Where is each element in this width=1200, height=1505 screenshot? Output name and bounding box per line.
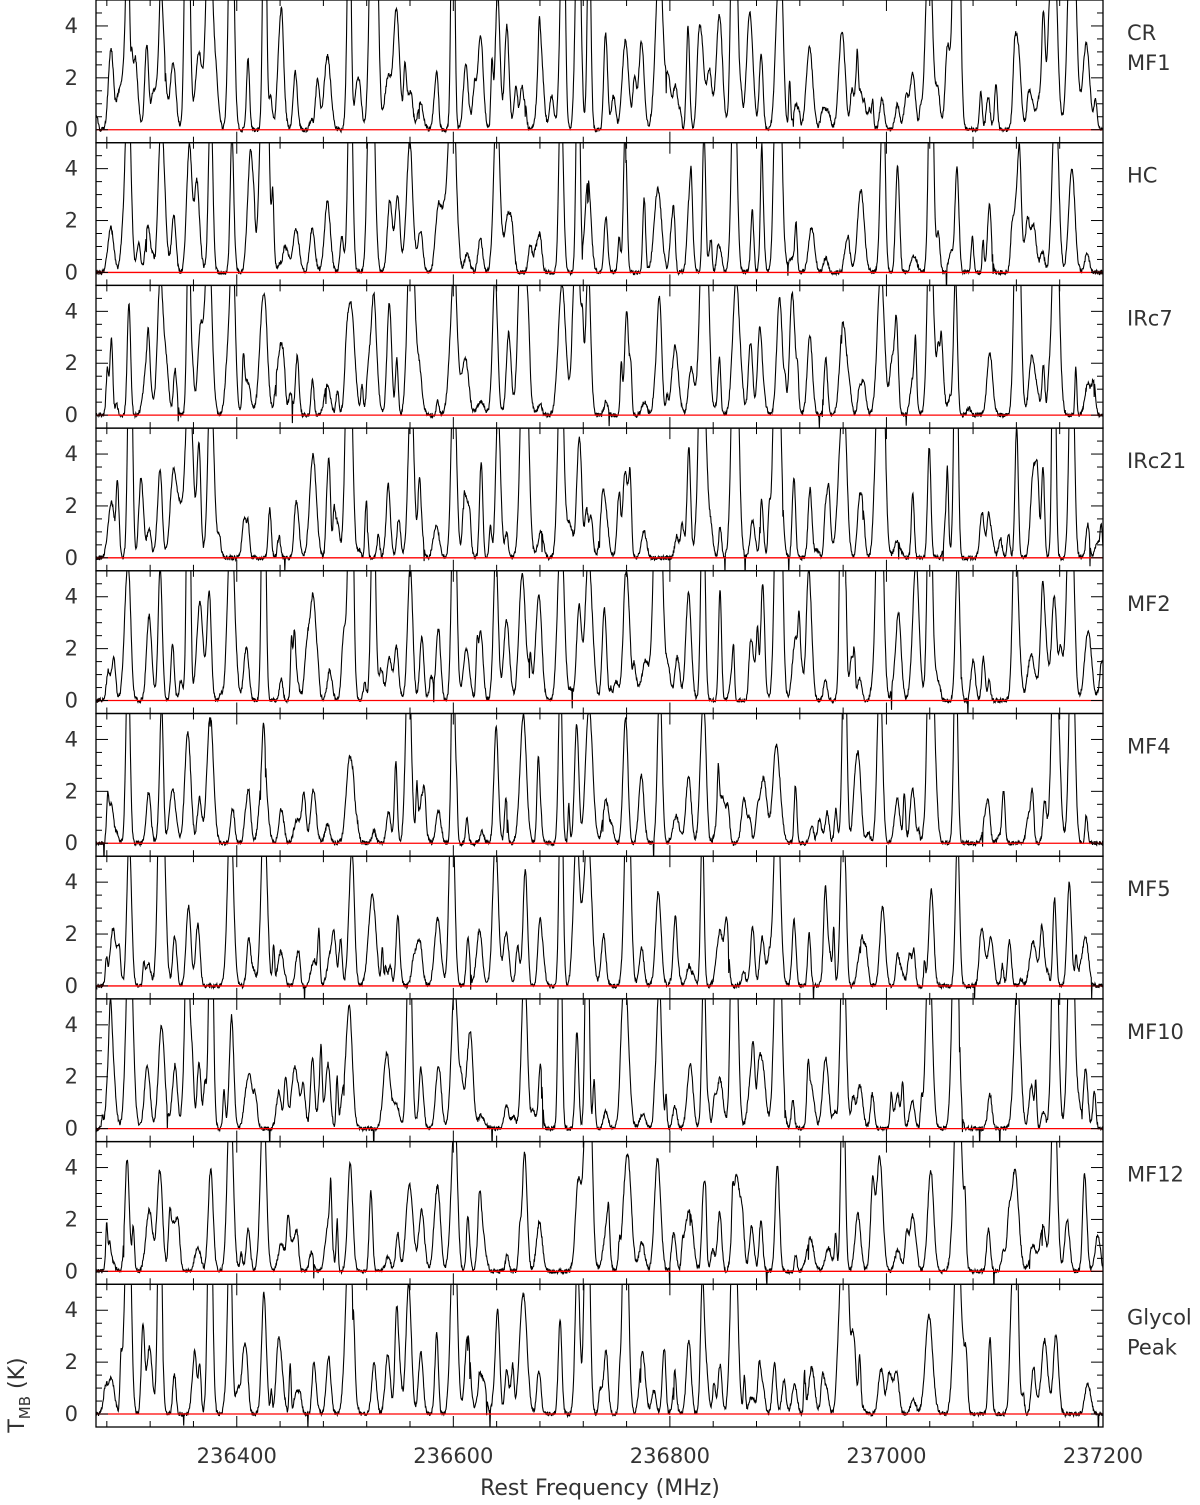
spectrum-line xyxy=(96,998,1103,1142)
y-tick-label: 0 xyxy=(65,831,78,855)
spectrum-line xyxy=(96,428,1103,571)
y-tick-label: 2 xyxy=(65,779,78,803)
y-tick-label: 4 xyxy=(65,1156,78,1180)
y-tick-label: 4 xyxy=(65,157,78,181)
y-tick-label: 0 xyxy=(65,260,78,284)
panel-frame xyxy=(95,427,1104,572)
spectrum-line xyxy=(96,0,1103,134)
y-tick-label: 4 xyxy=(65,727,78,751)
y-tick-label: 4 xyxy=(65,442,78,466)
y-tick-label: 4 xyxy=(65,585,78,609)
panel-label: MF1 xyxy=(1127,51,1171,75)
x-tick-label: 236600 xyxy=(413,1444,493,1468)
y-tick-label: 0 xyxy=(65,689,78,713)
x-tick-label: 237200 xyxy=(1063,1444,1143,1468)
spectrum-panel: 0 2 4 MF10 xyxy=(65,998,1184,1143)
panel-label: MF4 xyxy=(1127,735,1171,759)
spectrum-panel: 0 2 4 CR MF1 xyxy=(65,0,1171,144)
x-axis: 236400 236600 236800 237000 237200 xyxy=(197,1444,1143,1468)
y-tick-label: 0 xyxy=(65,118,78,142)
y-tick-label: 2 xyxy=(65,1065,78,1089)
y-tick-label: 4 xyxy=(65,1298,78,1322)
spectrum-panel: 0 2 4 Glycol Peak xyxy=(65,1283,1192,1428)
y-tick-label: 2 xyxy=(65,1350,78,1374)
y-tick-label: 2 xyxy=(65,922,78,946)
spectrum-line xyxy=(96,856,1103,999)
y-tick-label: 0 xyxy=(65,1117,78,1141)
y-tick-label: 2 xyxy=(65,637,78,661)
y-tick-label: 0 xyxy=(65,403,78,427)
x-tick-label: 236400 xyxy=(197,1444,277,1468)
panel-label: MF10 xyxy=(1127,1020,1184,1044)
y-tick-label: 0 xyxy=(65,974,78,998)
spectrum-line xyxy=(96,570,1103,714)
panel-label: MF12 xyxy=(1127,1163,1184,1187)
spectrum-line xyxy=(96,285,1103,428)
y-tick-label: 2 xyxy=(65,351,78,375)
spectrum-line xyxy=(96,142,1103,286)
y-axis-title-unit: (K) xyxy=(5,1357,30,1396)
y-tick-label: 4 xyxy=(65,870,78,894)
y-tick-label: 2 xyxy=(65,1207,78,1231)
y-tick-label: 2 xyxy=(65,209,78,233)
y-tick-label: 0 xyxy=(65,1402,78,1426)
spectrum-line xyxy=(96,713,1103,857)
panel-label: MF5 xyxy=(1127,877,1171,901)
spectrum-panel: 0 2 4 MF2 xyxy=(65,570,1171,715)
spectrum-line xyxy=(96,1284,1103,1428)
y-axis-title-main: T xyxy=(5,1419,30,1434)
spectrum-panel: 0 2 4 MF4 xyxy=(65,712,1171,857)
panel-label: IRc7 xyxy=(1127,306,1173,330)
y-tick-label: 4 xyxy=(65,299,78,323)
x-axis-title: Rest Frequency (MHz) xyxy=(480,1476,720,1501)
y-tick-label: 0 xyxy=(65,546,78,570)
y-tick-label: 2 xyxy=(65,494,78,518)
spectrum-panel: 0 2 4 IRc21 xyxy=(65,427,1186,572)
y-tick-label: 4 xyxy=(65,14,78,38)
y-tick-label: 0 xyxy=(65,1259,78,1283)
panel-frame xyxy=(95,284,1104,429)
panel-label: IRc21 xyxy=(1127,449,1186,473)
panel-frame xyxy=(95,1283,1104,1428)
y-tick-label: 2 xyxy=(65,66,78,90)
panel-label: CR xyxy=(1127,21,1156,45)
y-axis-title: TMB (K) xyxy=(5,1357,34,1433)
spectrum-panel: 0 2 4 HC xyxy=(65,142,1157,287)
y-axis-title-sub: MB xyxy=(16,1396,34,1419)
panel-frame xyxy=(95,712,1104,857)
panel-label: Peak xyxy=(1127,1335,1178,1359)
y-tick-label: 4 xyxy=(65,1013,78,1037)
spectrum-line xyxy=(96,1141,1103,1285)
spectrum-panel: 0 2 4 MF12 xyxy=(65,1140,1184,1285)
panel-label: MF2 xyxy=(1127,592,1171,616)
panel-label: Glycol xyxy=(1127,1305,1192,1329)
panel-label: HC xyxy=(1127,164,1157,188)
spectrum-panel: 0 2 4 MF5 xyxy=(65,855,1171,1000)
x-tick-label: 237000 xyxy=(846,1444,926,1468)
x-tick-label: 236800 xyxy=(630,1444,710,1468)
